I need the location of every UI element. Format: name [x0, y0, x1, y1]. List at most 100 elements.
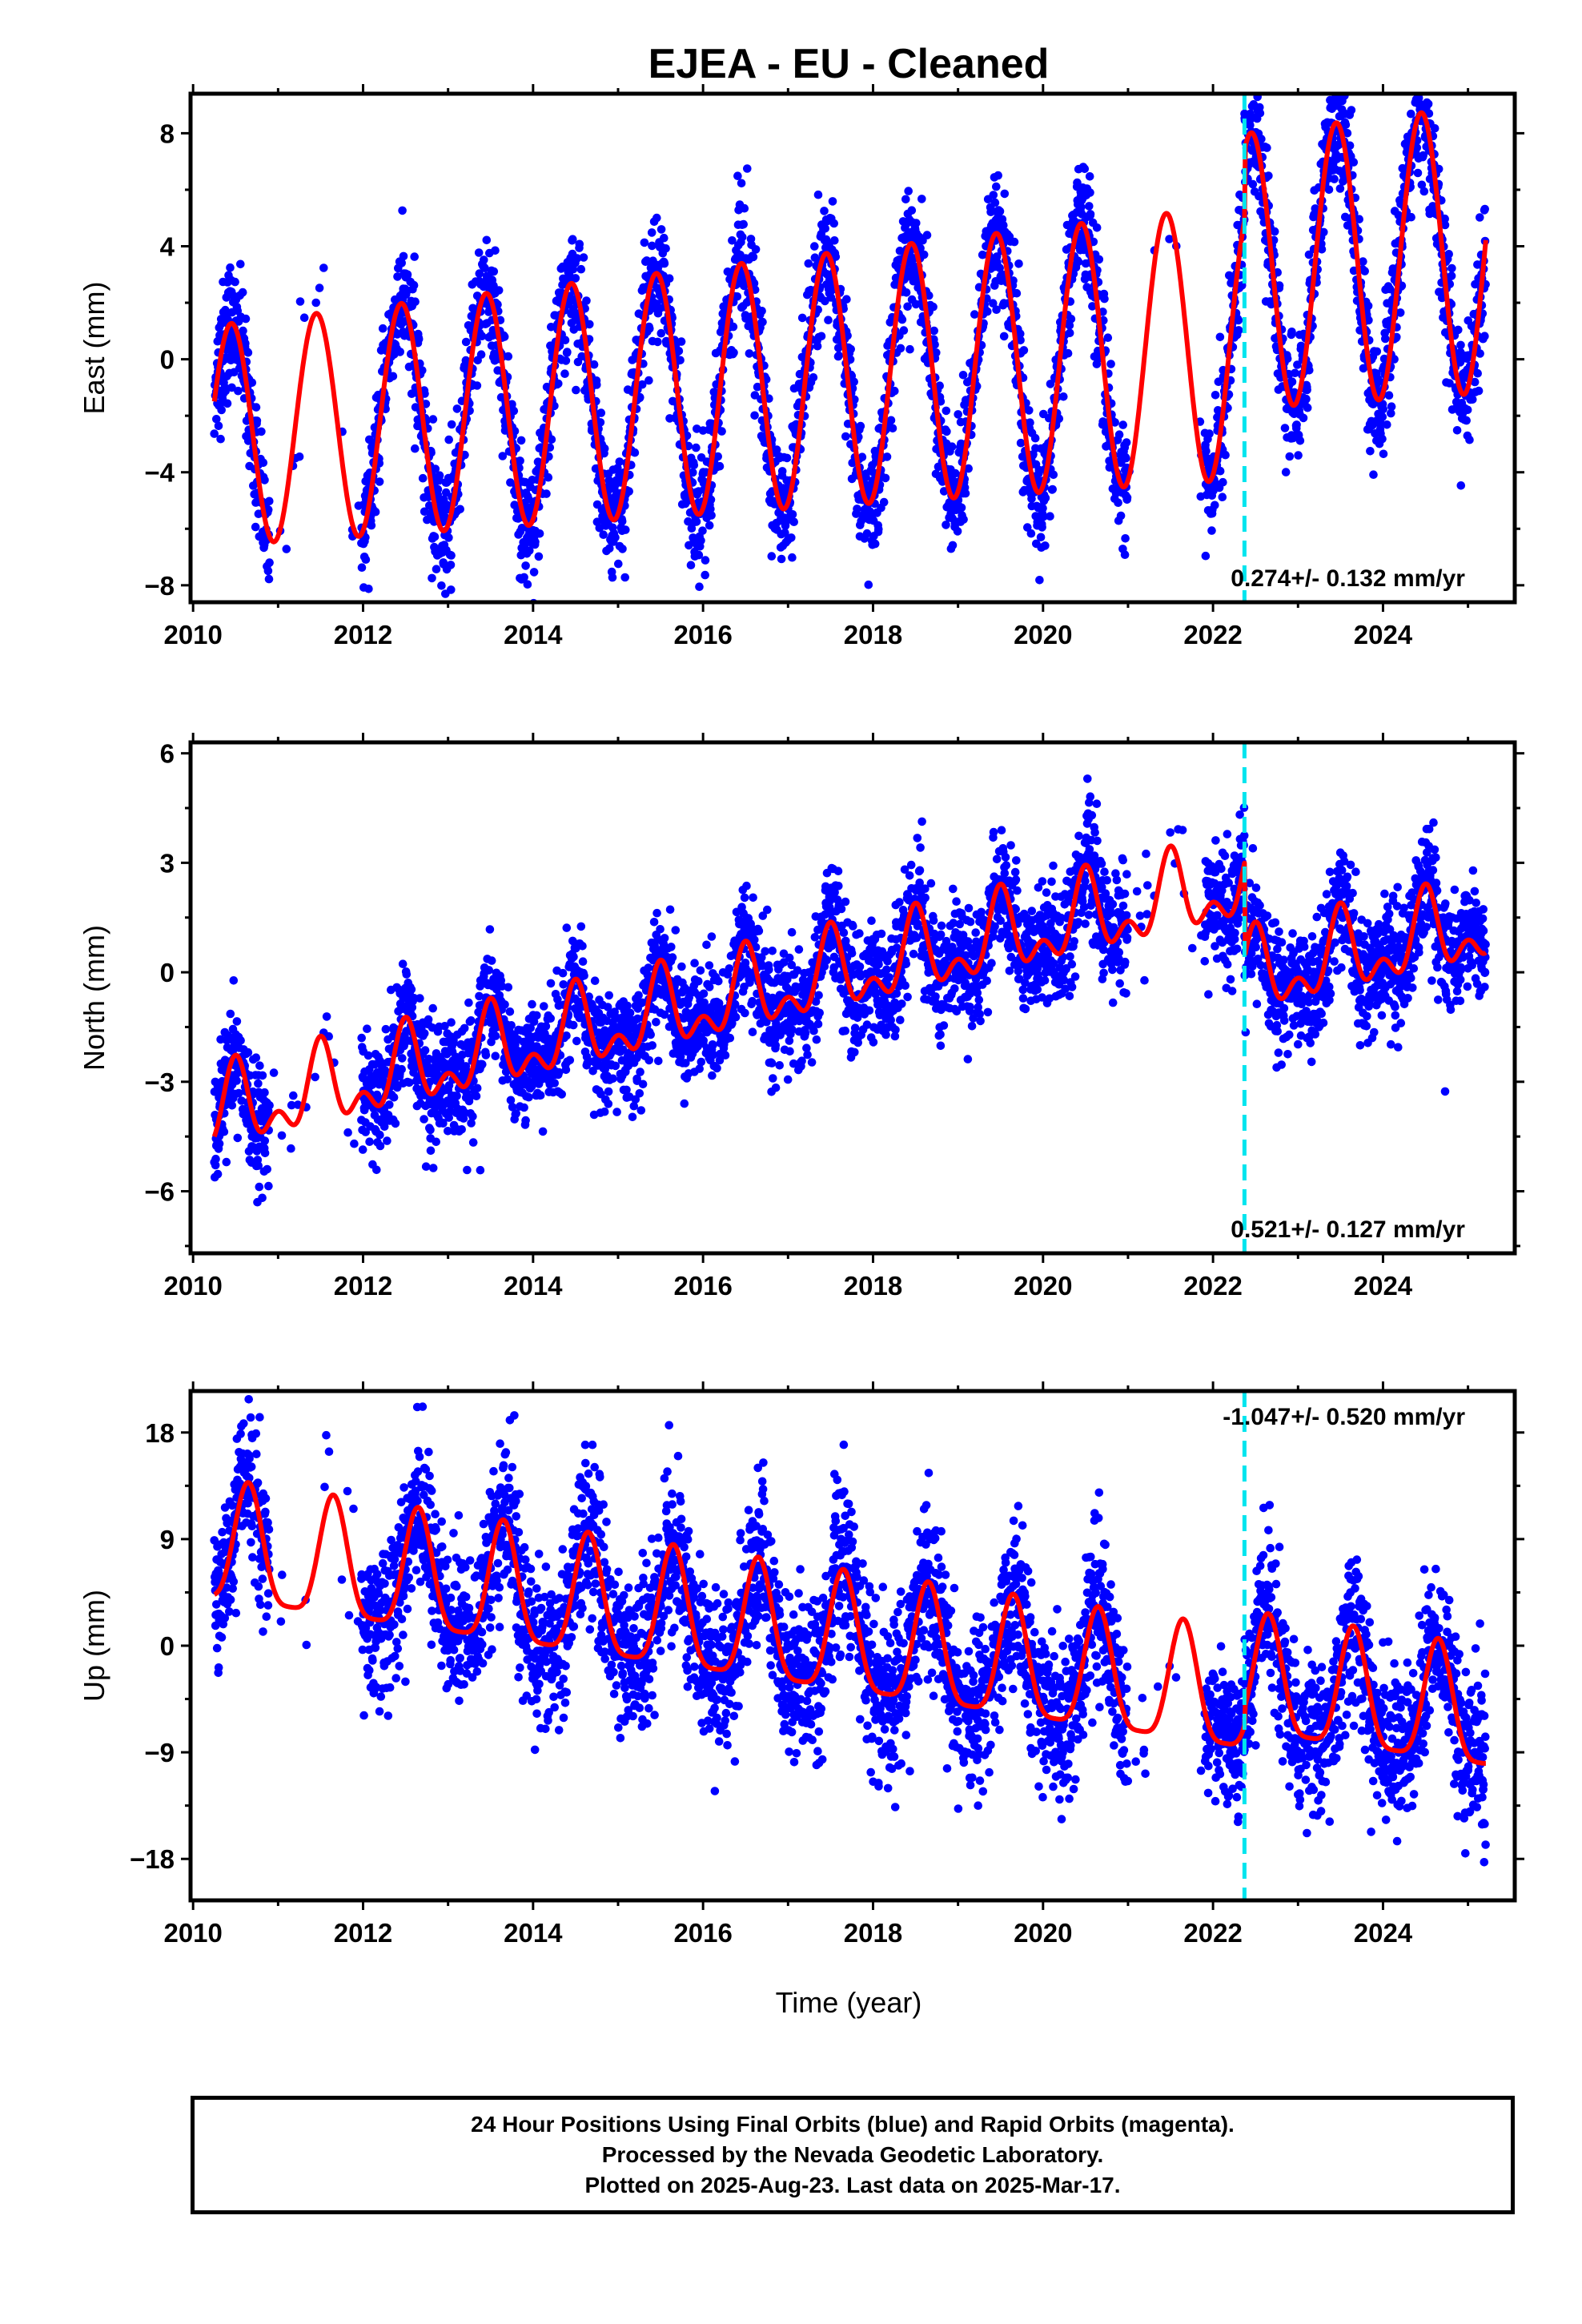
east-data-point — [241, 314, 251, 324]
east-data-point — [656, 225, 666, 234]
east-data-point — [1030, 433, 1040, 443]
north-data-point — [520, 1103, 528, 1112]
east-data-point — [813, 190, 823, 199]
east-data-point — [1287, 328, 1296, 336]
east-data-point — [1444, 250, 1453, 259]
east-data-point — [1390, 355, 1399, 364]
east-data-point — [705, 521, 714, 530]
east-data-point — [295, 297, 305, 306]
east-data-point — [523, 580, 532, 589]
north-data-point — [491, 1051, 500, 1060]
east-data-point — [1295, 436, 1305, 445]
north-data-point — [468, 1112, 477, 1121]
east-data-point — [1016, 438, 1026, 448]
east-data-point — [214, 421, 223, 431]
east-data-point — [765, 394, 773, 404]
east-data-point — [437, 581, 446, 590]
east-data-point — [1257, 135, 1266, 143]
east-data-point — [482, 235, 492, 245]
north-data-point — [265, 1101, 274, 1110]
east-data-point — [1114, 430, 1124, 439]
east-data-point — [813, 341, 822, 351]
east-data-point — [357, 563, 367, 572]
east-data-point — [950, 468, 960, 478]
east-data-point — [1480, 332, 1489, 341]
east-data-point — [1294, 451, 1303, 460]
east-data-point — [617, 517, 627, 526]
north-data-point — [391, 1119, 400, 1128]
east-data-point — [1202, 447, 1211, 456]
north-data-point — [578, 942, 587, 951]
east-data-point — [1251, 70, 1259, 78]
east-data-point — [1114, 498, 1122, 507]
north-data-point — [405, 1078, 414, 1088]
east-x-tick-label: 2010 — [163, 620, 222, 649]
east-data-point — [1014, 259, 1023, 268]
north-panel: 2010 2012 2014 2016 2018 2020 2022 2024630−3−6N… — [78, 733, 1524, 1301]
north-data-point — [398, 1054, 407, 1063]
north-observations — [210, 774, 1490, 1207]
north-data-point — [397, 1064, 407, 1074]
east-data-point — [661, 244, 670, 253]
east-data-point — [842, 295, 851, 304]
east-data-point — [1041, 493, 1050, 503]
east-data-point — [992, 182, 1001, 191]
north-data-point — [324, 1031, 334, 1041]
north-data-point — [379, 1122, 389, 1131]
east-data-point — [901, 288, 911, 297]
east-data-point — [1440, 214, 1449, 223]
east-data-point — [1085, 202, 1094, 211]
east-data-point — [942, 406, 951, 416]
east-data-point — [853, 505, 861, 513]
east-data-point — [575, 239, 584, 249]
east-data-point — [797, 313, 807, 323]
east-y-tick-label: 0 — [160, 345, 175, 375]
east-data-point — [899, 326, 909, 335]
east-data-point — [1384, 391, 1394, 400]
east-data-point — [1106, 360, 1115, 368]
east-data-point — [403, 270, 412, 279]
east-data-point — [1074, 257, 1083, 267]
east-data-point — [767, 552, 777, 561]
east-data-point — [828, 197, 837, 206]
east-data-point — [882, 452, 892, 461]
north-data-point — [485, 925, 495, 934]
east-data-point — [947, 442, 957, 451]
east-data-point — [1366, 447, 1375, 456]
east-data-point — [1476, 349, 1484, 358]
east-data-point — [516, 436, 526, 445]
east-data-point — [834, 351, 844, 360]
east-data-point — [1046, 512, 1054, 521]
north-data-point — [254, 1079, 263, 1088]
east-data-point — [252, 416, 262, 425]
east-data-point — [456, 505, 464, 514]
north-data-point — [219, 1127, 229, 1136]
east-data-point — [1038, 504, 1047, 513]
east-x-tick-label: 2014 — [504, 620, 563, 649]
east-data-point — [1407, 212, 1415, 222]
east-data-point — [1480, 204, 1489, 214]
north-data-point — [255, 1061, 264, 1070]
north-data-point — [557, 1090, 566, 1099]
east-data-point — [757, 307, 766, 316]
east-data-point — [231, 277, 239, 287]
east-data-point — [571, 274, 580, 283]
east-data-point — [637, 380, 647, 389]
east-data-point — [1016, 329, 1025, 339]
east-data-point — [589, 360, 599, 369]
north-data-point — [457, 1125, 466, 1134]
east-data-point — [1026, 529, 1036, 538]
east-data-point — [1304, 250, 1314, 259]
east-data-point — [729, 322, 738, 332]
east-data-point — [964, 464, 973, 473]
east-y-tick-label: −8 — [144, 571, 175, 601]
east-data-point — [411, 444, 420, 453]
north-data-point — [491, 1031, 500, 1040]
east-data-point — [489, 267, 499, 276]
east-data-point — [398, 206, 407, 215]
east-data-point — [925, 291, 934, 300]
east-data-point — [1378, 434, 1387, 444]
east-data-point — [604, 476, 613, 485]
east-data-point — [1025, 406, 1034, 415]
east-data-point — [428, 415, 438, 424]
